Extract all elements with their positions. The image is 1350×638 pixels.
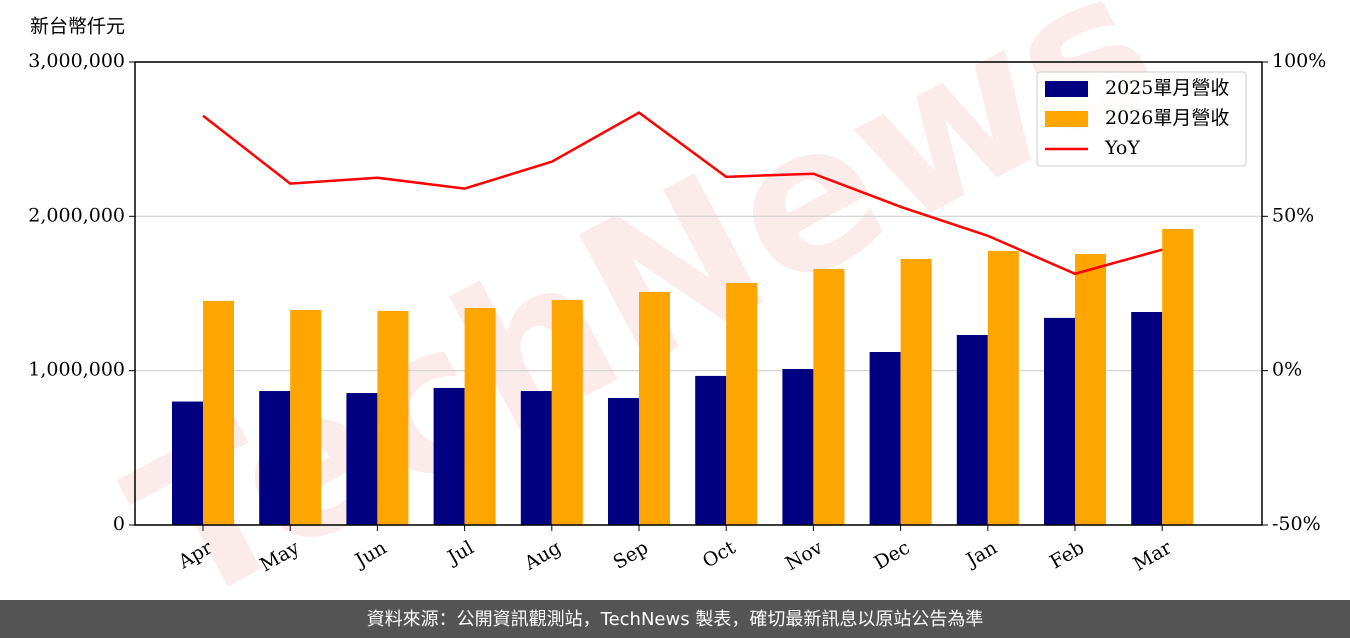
y-tick-label: 0 bbox=[113, 513, 125, 535]
bar bbox=[1075, 253, 1106, 525]
x-tick-label: Mar bbox=[1130, 536, 1176, 575]
bar bbox=[464, 308, 496, 525]
footer: 資料來源：公開資訊觀測站，TechNews 製表，確切最新訊息以原站公告為準 bbox=[367, 609, 984, 630]
footer-bar bbox=[0, 600, 1350, 638]
legend-box bbox=[1036, 71, 1247, 167]
bar bbox=[987, 250, 1019, 526]
y2-tick-label: 50% bbox=[1272, 204, 1314, 226]
x-tick-label: Sep bbox=[609, 537, 652, 574]
legend-label: 2026單月營收 bbox=[1105, 107, 1229, 129]
bar bbox=[695, 375, 727, 525]
bar bbox=[551, 299, 583, 525]
bar bbox=[346, 393, 378, 525]
bar bbox=[433, 387, 465, 525]
x-tick-label: Dec bbox=[870, 537, 913, 575]
x-tick-label: Jan bbox=[961, 537, 1001, 573]
legend-swatch bbox=[1045, 81, 1088, 97]
x-tick-label: Aug bbox=[520, 537, 565, 576]
bar bbox=[900, 258, 932, 525]
bar bbox=[726, 283, 758, 525]
bar bbox=[1131, 312, 1163, 525]
x-tick-label: Nov bbox=[782, 536, 827, 575]
legend-label: YoY bbox=[1104, 137, 1140, 159]
plot-frame bbox=[134, 61, 1263, 526]
y-axis-label: 新台幣仟元 bbox=[30, 16, 125, 38]
y2-tick-label: 100% bbox=[1272, 50, 1326, 72]
y2-tick-label: -50% bbox=[1272, 513, 1321, 535]
bar bbox=[520, 391, 552, 525]
bar bbox=[259, 391, 291, 525]
legend-label: 2025單月營收 bbox=[1105, 77, 1229, 99]
bar bbox=[1162, 228, 1194, 526]
bar bbox=[813, 268, 845, 525]
bar bbox=[608, 397, 639, 525]
y2-tick-label: 0% bbox=[1272, 359, 1302, 381]
bar bbox=[639, 291, 670, 525]
x-tick-label: Oct bbox=[699, 536, 740, 572]
x-tick-label: Jul bbox=[442, 537, 477, 570]
bar bbox=[203, 300, 234, 525]
y-tick-label: 1,000,000 bbox=[28, 359, 125, 381]
bar bbox=[782, 368, 814, 525]
bar bbox=[172, 401, 203, 525]
bar bbox=[869, 351, 901, 525]
line bbox=[202, 111, 1163, 276]
bar bbox=[956, 335, 988, 525]
bar bbox=[290, 310, 322, 525]
y-tick-label: 3,000,000 bbox=[28, 50, 125, 72]
bar bbox=[1044, 317, 1075, 525]
x-tick-label: Feb bbox=[1046, 537, 1088, 574]
legend-swatch bbox=[1045, 111, 1088, 127]
y-tick-label: 2,000,000 bbox=[28, 204, 125, 226]
bar bbox=[377, 310, 409, 525]
